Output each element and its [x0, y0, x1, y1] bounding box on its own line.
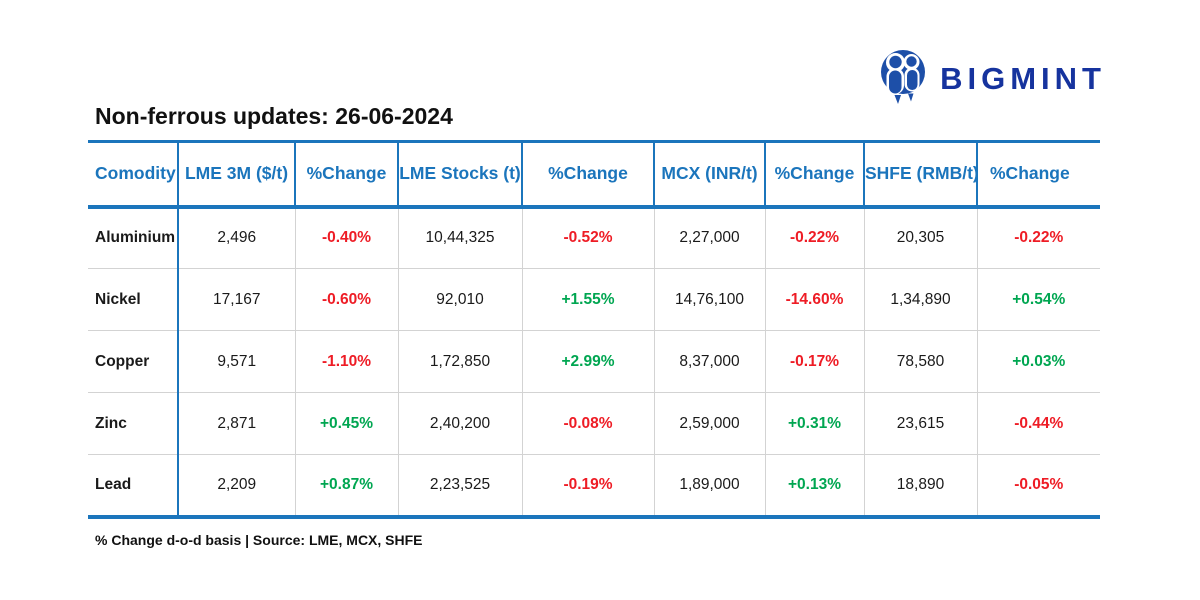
mcx-value-cell: 14,76,100: [654, 268, 766, 331]
column-header-lme-stocks: LME Stocks (t): [398, 141, 523, 209]
lme-stocks-change-cell: -0.08%: [522, 392, 655, 455]
lme3m-value-cell: 17,167: [178, 268, 296, 331]
mcx-value-cell: 1,89,000: [654, 454, 766, 519]
column-header-comodity: Comodity: [88, 141, 179, 209]
table-row-nickel: Nickel 17,167 -0.60% 92,010 +1.55% 14,76…: [88, 268, 1100, 331]
non-ferrous-table: Comodity LME 3M ($/t) %Change LME Stocks…: [88, 140, 1100, 519]
column-header-shfe-change: %Change: [977, 141, 1100, 209]
shfe-value-cell: 20,305: [864, 206, 978, 269]
shfe-change-cell: -0.22%: [1014, 229, 1064, 247]
table-row-zinc: Zinc 2,871 +0.45% 2,40,200 -0.08% 2,59,0…: [88, 392, 1100, 455]
shfe-value-cell: 1,34,890: [864, 268, 978, 331]
commodity-name-cell: Aluminium: [88, 206, 179, 269]
commodity-name-cell: Nickel: [88, 268, 179, 331]
shfe-value-cell: 18,890: [864, 454, 978, 519]
table-header-row: Comodity LME 3M ($/t) %Change LME Stocks…: [88, 141, 1100, 209]
mcx-change-cell: +0.13%: [765, 454, 865, 519]
mcx-change-cell: +0.31%: [765, 392, 865, 455]
lme-stocks-value-cell: 10,44,325: [398, 206, 523, 269]
lme-stocks-value-cell: 1,72,850: [398, 330, 523, 393]
shfe-change-cell: -0.05%: [977, 454, 1100, 519]
bigmint-logo: BIGMINT: [877, 48, 1106, 109]
shfe-change-cell: -0.44%: [977, 392, 1100, 455]
lme3m-value-cell: 2,209: [178, 454, 296, 519]
lme3m-value-cell: 9,571: [178, 330, 296, 393]
lme-stocks-value-cell: 2,40,200: [398, 392, 523, 455]
commodity-name-cell: Lead: [88, 454, 179, 519]
lme3m-change-cell: +0.45%: [295, 392, 399, 455]
mcx-change-cell: -0.17%: [765, 330, 865, 393]
column-header-lme-change: %Change: [295, 141, 399, 209]
shfe-value-cell: 23,615: [864, 392, 978, 455]
mcx-value-cell: 2,27,000: [654, 206, 766, 269]
lme-stocks-change-cell: -0.52%: [522, 206, 655, 269]
commodity-name-cell: Copper: [88, 330, 179, 393]
shfe-change-cell: +0.03%: [977, 330, 1100, 393]
table-row-aluminium: Aluminium 2,496 -0.40% 10,44,325 -0.52% …: [88, 206, 1100, 269]
commodity-name-cell: Zinc: [88, 392, 179, 455]
lme3m-change-cell: +0.87%: [295, 454, 399, 519]
bigmint-logo-icon: [877, 48, 929, 109]
mcx-value-cell: 2,59,000: [654, 392, 766, 455]
lme3m-value-cell: 2,871: [178, 392, 296, 455]
lme-stocks-change-cell: +2.99%: [522, 330, 655, 393]
lme3m-change-cell: -0.40%: [295, 206, 399, 269]
mcx-change-cell: -0.22%: [765, 206, 865, 269]
mcx-value-cell: 8,37,000: [654, 330, 766, 393]
lme3m-change-cell: -0.60%: [295, 268, 399, 331]
column-header-shfe: SHFE (RMB/t): [864, 141, 978, 209]
column-header-stocks-change: %Change: [522, 141, 655, 209]
column-header-mcx: MCX (INR/t): [654, 141, 766, 209]
column-header-mcx-change: %Change: [765, 141, 865, 209]
mcx-change-cell: -14.60%: [765, 268, 865, 331]
lme-stocks-change-cell: -0.19%: [522, 454, 655, 519]
bigmint-logo-wordmark: BIGMINT: [940, 60, 1106, 96]
shfe-change-cell: +0.54%: [977, 268, 1100, 331]
footnote: % Change d-o-d basis | Source: LME, MCX,…: [95, 532, 423, 548]
lme3m-change-cell: -1.10%: [295, 330, 399, 393]
lme-stocks-value-cell: 2,23,525: [398, 454, 523, 519]
lme-stocks-change-cell: +1.55%: [522, 268, 655, 331]
lme3m-value-cell: 2,496: [178, 206, 296, 269]
shfe-value-cell: 78,580: [864, 330, 978, 393]
table-row-copper: Copper 9,571 -1.10% 1,72,850 +2.99% 8,37…: [88, 330, 1100, 393]
lme-stocks-value-cell: 92,010: [398, 268, 523, 331]
column-header-lme-3m: LME 3M ($/t): [178, 141, 296, 209]
table-row-lead: Lead 2,209 +0.87% 2,23,525 -0.19% 1,89,0…: [88, 454, 1100, 519]
page-title: Non-ferrous updates: 26-06-2024: [95, 103, 453, 129]
